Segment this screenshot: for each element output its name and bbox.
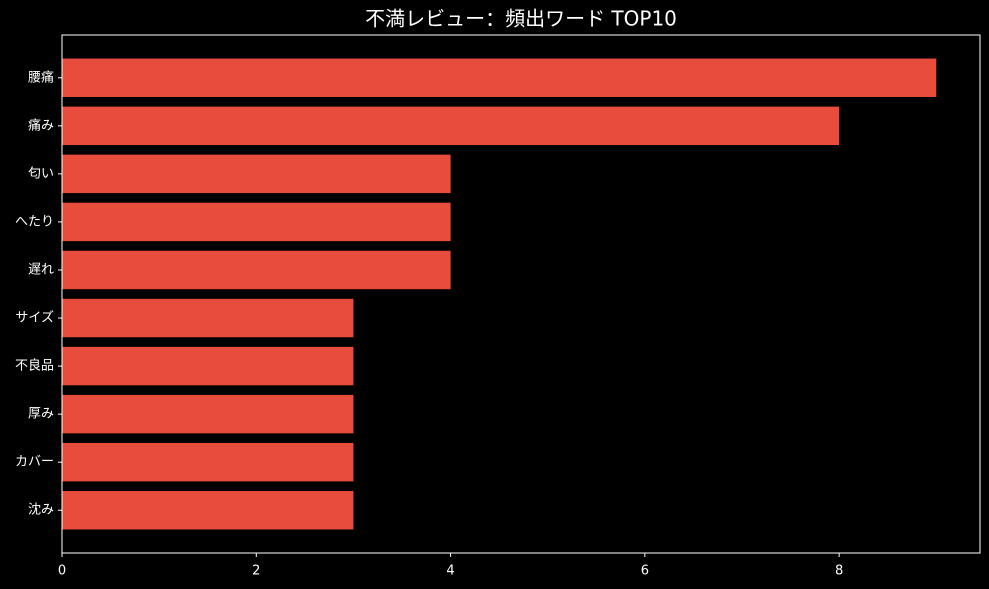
bar (62, 250, 451, 290)
y-tick-label: サイズ (15, 310, 54, 326)
plot-frame (61, 34, 981, 554)
y-tick-label: へたり (15, 214, 54, 229)
chart-title: 不満レビュー：頻出ワード TOP10 (365, 7, 677, 31)
bar (62, 394, 354, 434)
bar (62, 298, 354, 338)
y-tick-label: 腰痛 (28, 69, 54, 85)
x-tick-label: 8 (835, 564, 843, 579)
y-tick-label: 沈み (28, 503, 54, 518)
bar (62, 202, 451, 242)
y-tick-label: 痛み (28, 117, 54, 133)
y-tick-label: 遅れ (28, 262, 54, 277)
x-tick-label: 4 (446, 564, 454, 579)
y-tick-label: 不良品 (15, 358, 54, 374)
x-tick-label: 6 (641, 564, 649, 579)
y-tick-label: カバー (15, 455, 54, 470)
bar (62, 442, 354, 482)
bar (62, 58, 937, 97)
y-tick-label: 匂い (28, 166, 54, 181)
y-tick-label: 厚み (28, 407, 54, 422)
bar (62, 106, 840, 146)
bar (62, 154, 451, 194)
x-tick-label: 2 (252, 564, 260, 579)
x-tick-label: 0 (58, 564, 66, 579)
bar (62, 346, 354, 386)
bar (62, 491, 354, 530)
